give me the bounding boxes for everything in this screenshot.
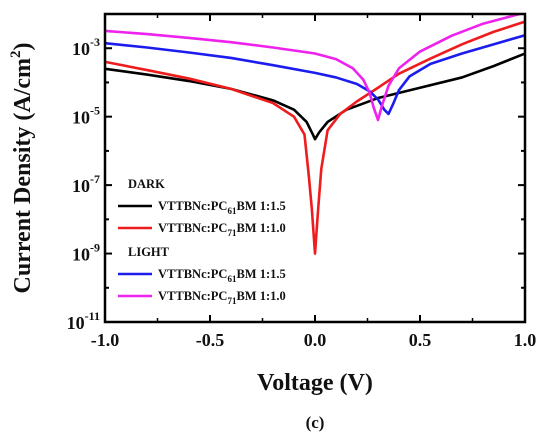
x-tick-label: -0.5 [196, 330, 225, 350]
y-axis-title: Current Density (A/cm2) [8, 42, 36, 293]
x-tick-label: -1.0 [91, 330, 120, 350]
legend-heading: DARK [128, 177, 165, 191]
legend-label: VTTBNc:PC71BM 1:1.0 [158, 289, 286, 306]
y-tick-label: 10-5 [72, 104, 100, 128]
x-tick-label: 0.0 [304, 330, 327, 350]
legend-label: VTTBNc:PC61BM 1:1.5 [158, 199, 286, 216]
tick-labels-layer: -1.0 -0.5 0.0 0.5 1.0 10-3 10-5 10-7 10-9 10-11 [67, 35, 537, 350]
y-tick-label: 10-11 [67, 309, 100, 333]
y-tick-label: 10-9 [72, 241, 100, 265]
series-layer [105, 14, 525, 255]
series-line-3 [105, 14, 525, 122]
legend-label: VTTBNc:PC71BM 1:1.0 [158, 221, 286, 238]
series-line-2 [105, 33, 525, 116]
x-tick-label: 1.0 [514, 330, 537, 350]
x-tick-label: 0.5 [409, 330, 432, 350]
x-axis-title: Voltage (V) [257, 370, 373, 396]
series-line-0 [105, 52, 525, 141]
series-line-1 [105, 20, 525, 255]
y-tick-label: 10-7 [72, 172, 100, 196]
legend-label: VTTBNc:PC61BM 1:1.5 [158, 267, 286, 284]
ticks-layer [104, 13, 526, 323]
legend: DARK VTTBNc:PC61BM 1:1.5 VTTBNc:PC71BM 1:1… [118, 177, 286, 306]
figure-caption: (c) [306, 413, 325, 432]
y-tick-label: 10-3 [72, 35, 100, 59]
legend-heading: LIGHT [128, 245, 170, 259]
